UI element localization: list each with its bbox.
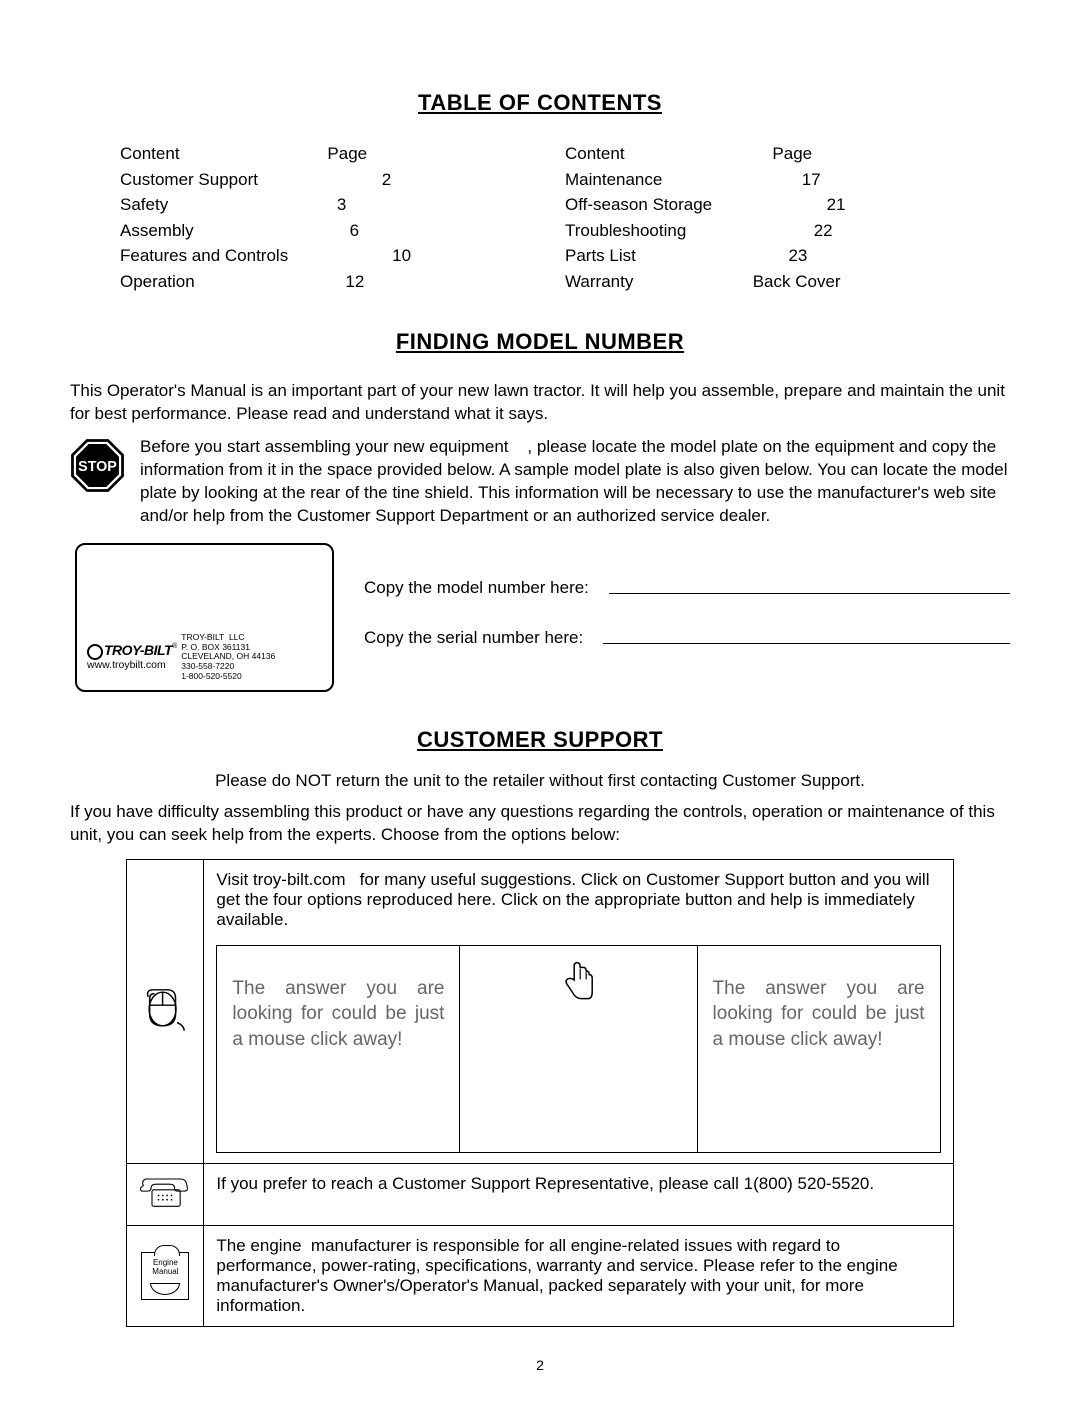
click-away-left: The answer you are looking for could be … — [217, 946, 460, 1153]
toc-header-page: Page — [772, 141, 812, 167]
toc-item-label: Assembly — [120, 218, 194, 244]
table-row: Visit troy-bilt.com for many useful sugg… — [127, 859, 953, 1164]
plate-url: www.troybilt.com — [87, 659, 166, 671]
phone-icon-cell — [127, 1164, 204, 1226]
toc-header-page: Page — [327, 141, 367, 167]
copy-lines-area: Copy the model number here: Copy the ser… — [364, 543, 1010, 678]
model-plate-graphic: TROY-BILT® www.troybilt.com TROY-BILT LL… — [75, 543, 334, 692]
page-container: TABLE OF CONTENTS Content Page Customer … — [0, 0, 1080, 1403]
serial-number-blank[interactable] — [603, 642, 1010, 644]
stop-warning-text: Before you start assembling your new equ… — [140, 436, 1010, 528]
toc-item-page: 3 — [337, 192, 346, 218]
finding-section: This Operator's Manual is an important p… — [70, 380, 1010, 692]
hand-cursor-icon — [561, 958, 597, 1002]
table-row: If you prefer to reach a Customer Suppor… — [127, 1164, 953, 1226]
table-row: Engine Manual The engine manufacturer is… — [127, 1226, 953, 1327]
web-options-grid: The answer you are looking for could be … — [216, 945, 940, 1154]
engine-manual-icon: Engine Manual — [141, 1252, 189, 1300]
toc-right-column: Content Page Maintenance 17 Off-season St… — [565, 141, 960, 294]
svg-text:STOP: STOP — [78, 459, 117, 475]
toc-item-label: Maintenance — [565, 167, 662, 193]
mouse-icon-cell — [127, 859, 204, 1164]
toc-item-label: Warranty — [565, 269, 633, 295]
toc-item-page: 21 — [827, 192, 846, 218]
toc-item-label: Customer Support — [120, 167, 258, 193]
mouse-icon — [141, 985, 189, 1033]
click-away-right: The answer you are looking for could be … — [698, 946, 940, 1153]
support-intro-text: If you have difficulty assembling this p… — [70, 801, 1010, 847]
toc-item-page: 2 — [382, 167, 391, 193]
toc-item-page: Back Cover — [753, 269, 841, 295]
web-support-text: Visit troy-bilt.com for many useful sugg… — [216, 870, 929, 929]
toc-item-page: 12 — [345, 269, 364, 295]
toc-item-page: 17 — [802, 167, 821, 193]
engine-manufacturer-text: The engine manufacturer is responsible f… — [204, 1226, 953, 1327]
toc-table: Content Page Customer Support 2 Safety 3 A… — [70, 141, 1010, 294]
toc-item-label: Operation — [120, 269, 195, 295]
support-options-table: Visit troy-bilt.com for many useful sugg… — [126, 859, 953, 1328]
toc-item-label: Off-season Storage — [565, 192, 712, 218]
finding-intro-text: This Operator's Manual is an important p… — [70, 380, 1010, 426]
toc-item-page: 6 — [350, 218, 359, 244]
toc-item-label: Safety — [120, 192, 168, 218]
cursor-cell — [460, 946, 697, 1153]
heading-finding-model: FINDING MODEL NUMBER — [70, 329, 1010, 355]
phone-icon — [139, 1172, 191, 1212]
model-number-section: TROY-BILT® www.troybilt.com TROY-BILT LL… — [70, 543, 1010, 692]
support-return-note: Please do NOT return the unit to the ret… — [70, 771, 1010, 791]
heading-customer-support: CUSTOMER SUPPORT — [70, 727, 1010, 753]
web-support-cell: Visit troy-bilt.com for many useful sugg… — [204, 859, 953, 1164]
toc-header-content: Content — [120, 141, 180, 167]
phone-support-text: If you prefer to reach a Customer Suppor… — [204, 1164, 953, 1226]
toc-item-page: 22 — [814, 218, 833, 244]
toc-item-page: 23 — [788, 243, 807, 269]
toc-item-label: Parts List — [565, 243, 636, 269]
plate-phone2: 1-800-520-5520 — [181, 672, 275, 682]
toc-left-column: Content Page Customer Support 2 Safety 3 A… — [120, 141, 515, 294]
toc-item-label: Features and Controls — [120, 243, 288, 269]
stop-row: STOP Before you start assembling your ne… — [70, 436, 1010, 528]
copy-serial-label: Copy the serial number here: — [364, 628, 583, 648]
stop-sign-icon: STOP — [70, 438, 125, 493]
toc-item-label: Troubleshooting — [565, 218, 686, 244]
page-number: 2 — [70, 1357, 1010, 1373]
copy-model-label: Copy the model number here: — [364, 578, 589, 598]
model-number-blank[interactable] — [609, 592, 1010, 594]
heading-toc: TABLE OF CONTENTS — [70, 90, 1010, 116]
plate-brand: TROY-BILT — [104, 642, 172, 658]
engine-manual-icon-cell: Engine Manual — [127, 1226, 204, 1327]
toc-header-content: Content — [565, 141, 625, 167]
toc-item-page: 10 — [392, 243, 411, 269]
